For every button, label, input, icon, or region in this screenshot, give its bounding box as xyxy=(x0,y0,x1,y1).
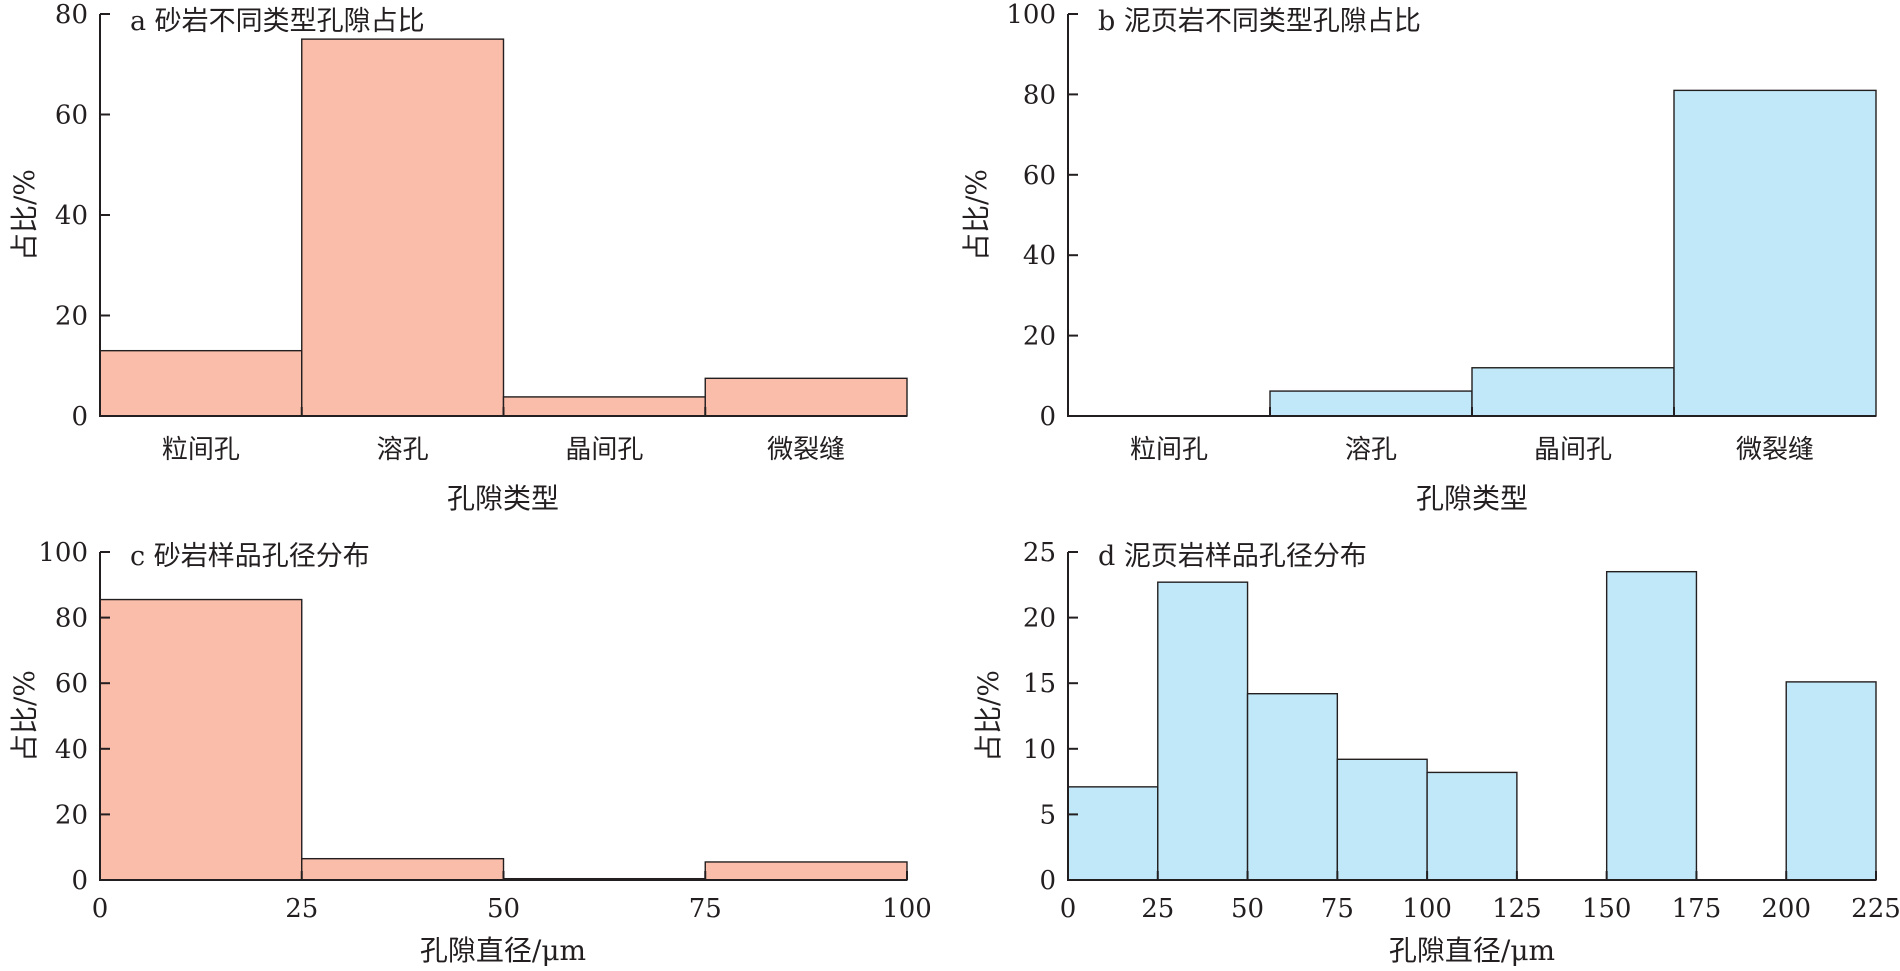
panel-b-bar xyxy=(1673,89,1877,417)
panel-b-y-ticks: 0 20 40 60 80 100 xyxy=(1006,0,1078,432)
panel-c-y-tick-label: 40 xyxy=(55,735,88,765)
panel-d-y-tick-label: 0 xyxy=(1039,866,1056,896)
panel-b-x-axis-label: 孔隙类型 xyxy=(1416,482,1528,515)
panel-d-x-tick-label: 25 xyxy=(1141,894,1174,924)
panel-c-bar xyxy=(99,598,303,881)
panel-a-x-category-label: 粒间孔 xyxy=(162,435,240,465)
panel-b-x-category-label: 粒间孔 xyxy=(1130,435,1208,465)
panel-c-x-ticks: 0 25 50 75 100 xyxy=(92,871,932,924)
panel-d-x-tick-label: 150 xyxy=(1582,894,1632,924)
panel-b-y-tick-label: 20 xyxy=(1023,322,1056,352)
panel-a-y-ticks: 0 20 40 60 80 xyxy=(55,0,110,432)
panel-c-x-tick-label: 100 xyxy=(882,894,932,924)
panel-a-bar xyxy=(301,38,505,417)
panel-c-title: c 砂岩样品孔径分布 xyxy=(130,541,370,572)
panel-c-bar xyxy=(704,861,908,881)
panel-b-x-category-label: 晶间孔 xyxy=(1534,435,1612,465)
panel-c-bar xyxy=(301,857,505,881)
panel-a-y-axis-label: 占比/% xyxy=(8,169,41,261)
panel-c-y-tick-label: 0 xyxy=(71,866,88,896)
panel-d-y-ticks: 0 5 10 15 20 25 xyxy=(1023,538,1078,896)
panel-d-title: d 泥页岩样品孔径分布 xyxy=(1098,541,1367,572)
panel-a-y-tick-label: 20 xyxy=(55,302,88,332)
panel-d-y-axis-label: 占比/% xyxy=(972,670,1005,762)
panel-a-bar xyxy=(704,377,908,417)
panel-b-x-ticks: 粒间孔 溶孔 晶间孔 微裂缝 xyxy=(1130,407,1814,465)
panel-d-y-tick-label: 15 xyxy=(1023,669,1056,699)
panel-c-x-tick-label: 0 xyxy=(92,894,109,924)
panel-a-x-category-label: 晶间孔 xyxy=(565,435,643,465)
panel-d-bar xyxy=(1157,581,1249,881)
panel-c-x-tick-label: 75 xyxy=(689,894,722,924)
panel-c-y-tick-label: 100 xyxy=(38,538,88,568)
panel-b-bars xyxy=(1269,89,1877,417)
panel-a-bar xyxy=(502,396,706,417)
panel-b-bar xyxy=(1269,390,1473,417)
panel-d-x-tick-label: 50 xyxy=(1231,894,1264,924)
panel-c-y-ticks: 0 20 40 60 80 100 xyxy=(38,538,110,896)
panel-a-y-tick-label: 0 xyxy=(71,402,88,432)
panel-c-x-tick-label: 50 xyxy=(487,894,520,924)
panel-d-y-tick-label: 10 xyxy=(1023,735,1056,765)
panel-c-y-tick-label: 20 xyxy=(55,800,88,830)
panel-d-x-tick-label: 225 xyxy=(1851,894,1900,924)
panel-d-bar xyxy=(1426,771,1518,881)
panel-d-bar xyxy=(1336,758,1428,881)
panel-d-x-tick-label: 75 xyxy=(1321,894,1354,924)
panel-b-title: b 泥页岩不同类型孔隙占比 xyxy=(1098,6,1421,37)
panel-d-x-tick-label: 125 xyxy=(1492,894,1542,924)
panel-d-x-tick-label: 200 xyxy=(1761,894,1811,924)
panel-c-x-axis-label: 孔隙直径/μm xyxy=(420,934,586,967)
panel-d-bar xyxy=(1246,692,1339,881)
panel-d-x-tick-label: 175 xyxy=(1672,894,1722,924)
panel-c-y-tick-label: 80 xyxy=(55,604,88,634)
panel-b-y-tick-label: 100 xyxy=(1006,0,1056,30)
panel-b-y-axis-label: 占比/% xyxy=(960,169,993,261)
panel-a-title: a 砂岩不同类型孔隙占比 xyxy=(130,6,425,37)
panel-b-x-category-label: 微裂缝 xyxy=(1736,435,1814,465)
panel-d-bars xyxy=(1067,570,1877,881)
panel-b-y-tick-label: 0 xyxy=(1039,402,1056,432)
panel-a-y-tick-label: 60 xyxy=(55,101,88,131)
panel-d-bar xyxy=(1785,681,1877,881)
panel-a-x-axis-label: 孔隙类型 xyxy=(447,482,559,515)
panel-d-x-tick-label: 100 xyxy=(1402,894,1452,924)
panel-d-x-tick-label: 0 xyxy=(1060,894,1077,924)
panel-c-x-tick-label: 25 xyxy=(285,894,318,924)
panel-b-bar xyxy=(1471,367,1675,417)
panel-d-y-tick-label: 5 xyxy=(1039,800,1056,830)
panel-b-y-tick-label: 40 xyxy=(1023,241,1056,271)
panel-c-y-axis-label: 占比/% xyxy=(8,670,41,762)
panel-a-x-ticks: 粒间孔 溶孔 晶间孔 微裂缝 xyxy=(162,407,845,465)
panel-a-y-tick-label: 80 xyxy=(55,0,88,30)
panel-a-x-category-label: 微裂缝 xyxy=(767,435,845,465)
panel-b: 0 20 40 60 80 100 粒间孔 溶孔 晶间孔 微裂缝 b 泥页岩不同类型孔隙占比 孔… xyxy=(960,0,1877,515)
panel-a-x-category-label: 溶孔 xyxy=(377,435,429,465)
panel-d-y-tick-label: 20 xyxy=(1023,604,1056,634)
panel-b-y-tick-label: 80 xyxy=(1023,80,1056,110)
panel-b-y-tick-label: 60 xyxy=(1023,161,1056,191)
panel-d-bar xyxy=(1067,786,1159,881)
panel-d-y-tick-label: 25 xyxy=(1023,538,1056,568)
panel-a-bar xyxy=(99,349,303,417)
panel-d-bar xyxy=(1605,570,1698,881)
panel-a-y-tick-label: 40 xyxy=(55,201,88,231)
panel-c-bars xyxy=(99,598,908,881)
panel-d-x-ticks: 0 25 50 75 100 125 150 175 200 225 xyxy=(1060,871,1900,924)
panel-d-x-axis-label: 孔隙直径/μm xyxy=(1389,934,1555,967)
panel-c-y-tick-label: 60 xyxy=(55,669,88,699)
panel-c: 0 20 40 60 80 100 0 25 50 75 100 c 砂岩样品孔径分布 孔隙直径/… xyxy=(8,538,932,967)
panel-a-bars xyxy=(99,38,908,417)
panel-b-x-category-label: 溶孔 xyxy=(1345,435,1397,465)
panel-d: 0 5 10 15 20 25 0 25 50 75 100 125 150 175 200 225 d 泥… xyxy=(972,538,1900,967)
